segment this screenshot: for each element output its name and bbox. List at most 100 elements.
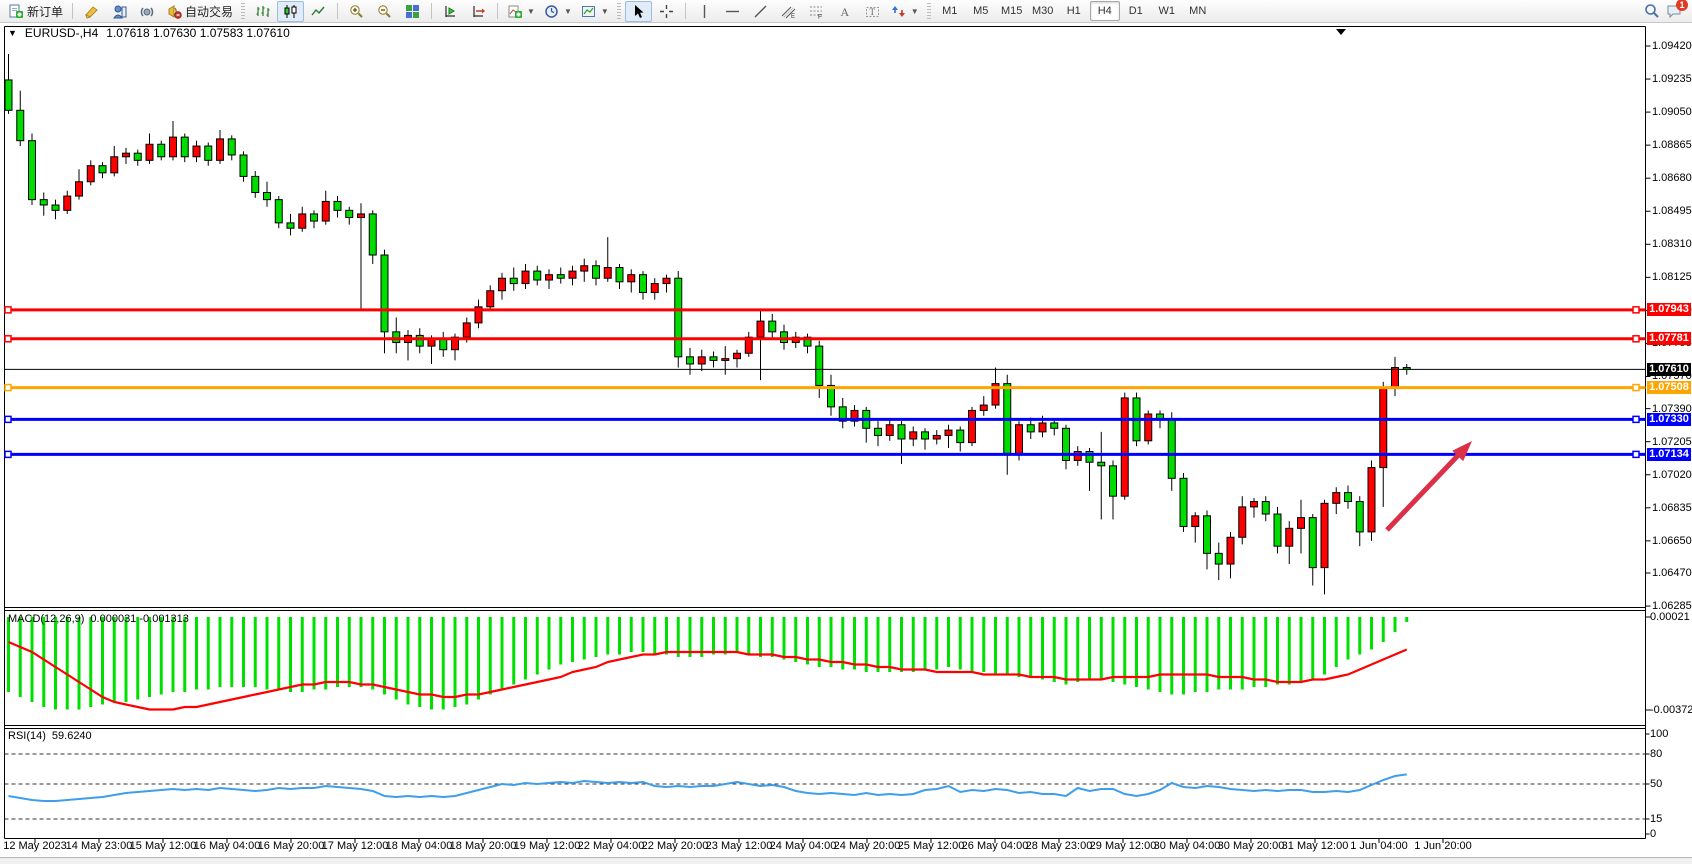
price-tick-label: 1.09050 — [1652, 106, 1692, 119]
date-tick-label: 24 May 20:00 — [833, 840, 901, 852]
tab-timeframe-w1[interactable]: W1 — [1158, 5, 1175, 17]
date-tick-label: 18 May 20:00 — [449, 840, 517, 852]
price-badge: 1.07610 — [1647, 362, 1691, 376]
vertical-line-button[interactable] — [691, 1, 718, 22]
styler-icon — [84, 3, 100, 19]
trendline-button[interactable] — [747, 1, 774, 22]
autotrading-button[interactable]: 自动交易 — [162, 1, 237, 22]
notification-badge: 1 — [1676, 0, 1688, 11]
rsi-scale-label: 50 — [1650, 778, 1663, 790]
search-icon[interactable] — [1644, 3, 1660, 19]
tab-timeframe-m5[interactable]: M5 — [973, 5, 989, 17]
date-tick-label: 31 May 12:00 — [1281, 840, 1349, 852]
text-button[interactable]: A — [831, 1, 858, 22]
line-chart-button[interactable] — [305, 1, 332, 22]
date-tick-label: 12 May 2023 — [3, 840, 67, 852]
zoom-out-button[interactable] — [371, 1, 398, 22]
date-tick-label: 24 May 04:00 — [769, 840, 837, 852]
price-tick-label: 1.06835 — [1652, 501, 1692, 514]
date-tick-label: 1 Jun 20:00 — [1414, 840, 1472, 852]
candlestick-chart-button[interactable] — [277, 0, 305, 22]
date-tick-label: 1 Jun 04:00 — [1350, 840, 1408, 852]
rsi-value: 59.6240 — [51, 730, 92, 742]
date-tick-label: 14 May 23:00 — [65, 840, 133, 852]
date-tick-label: 19 May 12:00 — [513, 840, 581, 852]
crosshair-icon — [658, 3, 674, 19]
tab-timeframe-m30[interactable]: M30 — [1032, 5, 1054, 17]
autoscroll-icon — [443, 3, 459, 19]
crosshair-button[interactable] — [653, 1, 680, 22]
zoom-in-icon — [349, 3, 365, 19]
templates-icon — [581, 3, 597, 19]
svg-text:F: F — [818, 13, 822, 19]
date-tick-label: 29 May 12:00 — [1089, 840, 1157, 852]
svg-text:T: T — [869, 7, 875, 17]
candlestick-chart-icon — [283, 3, 299, 19]
price-badge: 1.07508 — [1647, 381, 1691, 395]
chevron-down-icon: ▼ — [910, 6, 919, 16]
cursor-button[interactable] — [624, 0, 652, 22]
horizontal-line-button[interactable] — [719, 1, 746, 22]
tab-timeframe-d1[interactable]: D1 — [1128, 5, 1143, 17]
new-order-label: 新订单 — [27, 4, 64, 19]
date-tick-label: 16 May 04:00 — [193, 840, 261, 852]
templates-button[interactable]: ▼ — [577, 1, 613, 22]
ohlc-values: 1.07618 1.07630 1.07583 1.07610 — [106, 26, 290, 40]
autotrading-label: 自动交易 — [185, 4, 234, 19]
date-tick-label: 30 May 20:00 — [1217, 840, 1285, 852]
zoom-in-button[interactable] — [343, 1, 370, 22]
indicators-button[interactable]: ▼ — [503, 1, 539, 22]
chart-title: ▼ EURUSD-,H4 1.07618 1.07630 1.07583 1.0… — [8, 26, 290, 40]
date-tick-label: 25 May 12:00 — [897, 840, 965, 852]
date-tick-label: 22 May 04:00 — [577, 840, 645, 852]
horizontal-line-icon — [724, 3, 740, 19]
chat-icon[interactable]: 1 — [1666, 0, 1688, 19]
date-tick-label: 15 May 12:00 — [129, 840, 197, 852]
price-tick-label: 1.08680 — [1652, 172, 1692, 185]
chart-canvas[interactable] — [0, 23, 1692, 864]
bar-chart-icon — [255, 3, 271, 19]
price-badge: 1.07781 — [1647, 332, 1691, 346]
separator — [431, 3, 433, 19]
tab-timeframe-m1[interactable]: M1 — [942, 5, 958, 17]
chart-window[interactable]: ▼ EURUSD-,H4 1.07618 1.07630 1.07583 1.0… — [0, 23, 1692, 864]
toolbar-grip — [616, 3, 621, 19]
equidistant-channel-button[interactable]: E — [775, 1, 802, 22]
tab-timeframe-h4[interactable]: H4 — [1089, 1, 1120, 21]
market-depth-button[interactable] — [106, 1, 133, 22]
styler-button[interactable] — [78, 1, 105, 22]
news-icon — [140, 3, 156, 19]
chart-shift-button[interactable] — [465, 1, 492, 22]
bar-chart-button[interactable] — [249, 1, 276, 22]
tile-windows-icon — [405, 3, 421, 19]
periods-clock-icon — [544, 3, 560, 19]
date-tick-label: 23 May 12:00 — [705, 840, 773, 852]
rsi-title: RSI(14) — [8, 730, 46, 742]
periods-button[interactable]: ▼ — [540, 1, 576, 22]
fibonacci-button[interactable]: F — [803, 1, 830, 22]
svg-text:A: A — [840, 5, 849, 19]
price-tick-label: 1.08865 — [1652, 139, 1692, 152]
window-bottom-edge — [0, 857, 1692, 864]
price-tick-label: 1.06285 — [1652, 600, 1692, 613]
price-badge: 1.07330 — [1647, 412, 1691, 426]
tab-timeframe-mn[interactable]: MN — [1189, 5, 1207, 17]
price-tick-label: 1.08310 — [1652, 238, 1692, 251]
news-button[interactable] — [134, 1, 161, 22]
text-label-button[interactable]: T — [859, 1, 886, 22]
chevron-down-icon: ▼ — [600, 6, 609, 16]
arrows-button[interactable]: ▼ — [887, 1, 923, 22]
tab-timeframe-h1[interactable]: H1 — [1066, 5, 1081, 17]
autoscroll-button[interactable] — [437, 1, 464, 22]
tile-windows-button[interactable] — [399, 1, 426, 22]
new-order-icon — [8, 3, 24, 19]
price-tick-label: 1.09235 — [1652, 73, 1692, 86]
price-badge: 1.07943 — [1647, 303, 1691, 317]
tab-timeframe-m15[interactable]: M15 — [1001, 5, 1023, 17]
price-tick-label: 1.08495 — [1652, 205, 1692, 218]
arrows-icon — [891, 3, 907, 19]
new-order-button[interactable]: 新订单 — [4, 1, 67, 22]
separator — [497, 3, 499, 19]
price-tick-label: 1.06650 — [1652, 534, 1692, 547]
